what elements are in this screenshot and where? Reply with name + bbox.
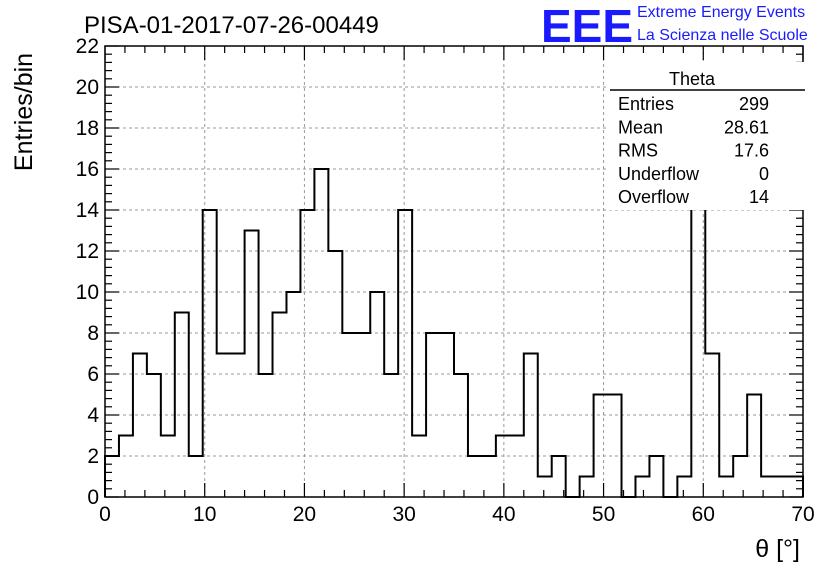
y-tick-label: 0 xyxy=(87,486,99,509)
x-tick-label: 40 xyxy=(492,503,515,526)
histogram-bin xyxy=(440,333,454,497)
histogram-bin xyxy=(496,436,510,498)
stats-value: 28.61 xyxy=(724,117,769,137)
x-tick-labels: 0 10 20 30 40 50 60 70 xyxy=(99,503,815,526)
histogram-bin xyxy=(538,477,552,498)
histogram-bin xyxy=(594,395,608,498)
histogram-bin xyxy=(231,354,245,498)
histogram-bin xyxy=(608,395,622,498)
histogram-bin xyxy=(454,374,468,497)
stats-label: Overflow xyxy=(618,187,690,207)
stats-title: Theta xyxy=(669,69,716,89)
logo-line1: Extreme Energy Events xyxy=(637,4,805,21)
histogram-bin xyxy=(286,292,300,497)
histogram-bin xyxy=(552,456,566,497)
histogram-bin xyxy=(705,354,719,498)
logo-mark: EEE xyxy=(541,0,633,52)
y-tick-label: 4 xyxy=(87,404,99,427)
x-tick-label: 20 xyxy=(293,503,316,526)
stats-label: Mean xyxy=(618,117,663,137)
y-tick-label: 2 xyxy=(87,445,99,468)
histogram-bin xyxy=(342,333,356,497)
x-axis-label: θ [°] xyxy=(755,535,800,563)
histogram-bin xyxy=(273,313,287,498)
histogram-bin xyxy=(677,477,691,498)
y-tick-label: 16 xyxy=(76,158,99,181)
histogram-bin xyxy=(259,374,273,497)
histogram-bin xyxy=(217,354,231,498)
stats-box: Theta Entries 299 Mean 28.61 RMS 17.6 Underflo… xyxy=(609,62,807,210)
histogram-bin xyxy=(775,477,789,498)
histogram-bin xyxy=(398,210,412,497)
x-tick-label: 0 xyxy=(99,503,111,526)
histogram-bin xyxy=(189,456,203,497)
stats-label: RMS xyxy=(618,141,658,161)
y-tick-label: 14 xyxy=(76,199,100,222)
histogram-bin xyxy=(426,333,440,497)
histogram-bin xyxy=(468,456,482,497)
y-tick-label: 22 xyxy=(76,35,99,58)
y-axis-label: Entries/bin xyxy=(10,53,38,171)
plot-title: PISA-01-2017-07-26-00449 xyxy=(84,12,379,39)
histogram-bin xyxy=(356,333,370,497)
logo-line2: La Scienza nelle Scuole xyxy=(637,27,808,44)
stats-box-background xyxy=(609,62,807,210)
stats-value: 0 xyxy=(759,164,769,184)
stats-value: 17.6 xyxy=(734,141,769,161)
histogram-bin xyxy=(719,477,733,498)
histogram-bin xyxy=(300,210,314,497)
histogram-bin xyxy=(105,456,119,497)
plot-frame xyxy=(104,45,804,498)
stats-value: 14 xyxy=(749,187,769,207)
histogram-bin xyxy=(635,477,649,498)
histogram-bin xyxy=(245,231,259,498)
stats-label: Underflow xyxy=(618,164,700,184)
x-tick-label: 30 xyxy=(392,503,415,526)
y-tick-label: 12 xyxy=(76,240,99,263)
y-tick-label: 18 xyxy=(76,117,99,140)
y-tick-label: 10 xyxy=(76,281,99,304)
x-tick-label: 50 xyxy=(592,503,615,526)
histogram-bin xyxy=(733,456,747,497)
stats-rows: Entries 299 Mean 28.61 RMS 17.6 Underflow 0 Over… xyxy=(618,94,769,207)
histogram-bin xyxy=(761,477,775,498)
histogram-bin xyxy=(203,210,217,497)
histogram-outline xyxy=(104,65,804,498)
histogram-bin xyxy=(314,169,328,497)
y-tick-label: 8 xyxy=(87,322,99,345)
histogram-bin xyxy=(510,436,524,498)
y-tick-label: 20 xyxy=(76,76,99,99)
histogram-bin xyxy=(161,436,175,498)
eee-logo: EEE Extreme Energy Events La Scienza nel… xyxy=(541,0,808,52)
histogram-bin xyxy=(175,313,189,498)
x-tick-label: 70 xyxy=(791,503,814,526)
y-tick-labels: 0 2 4 6 8 10 12 14 16 18 20 22 xyxy=(76,35,100,509)
histogram-bin xyxy=(524,354,538,498)
x-tick-label: 10 xyxy=(193,503,216,526)
histogram-bin xyxy=(747,395,761,498)
histogram-bin xyxy=(580,477,594,498)
histogram-bin xyxy=(482,456,496,497)
histogram-bin xyxy=(328,251,342,497)
stats-value: 299 xyxy=(739,94,769,114)
histogram-bin xyxy=(384,374,398,497)
histogram-bin xyxy=(370,292,384,497)
x-tick-label: 60 xyxy=(692,503,715,526)
histogram-bin xyxy=(119,436,133,498)
histogram-bin xyxy=(147,374,161,497)
histogram-bin xyxy=(789,477,803,498)
histogram-bin xyxy=(412,436,426,498)
y-tick-label: 6 xyxy=(87,363,99,386)
histogram-bin xyxy=(649,456,663,497)
histogram-bin xyxy=(133,354,147,498)
stats-label: Entries xyxy=(618,94,674,114)
